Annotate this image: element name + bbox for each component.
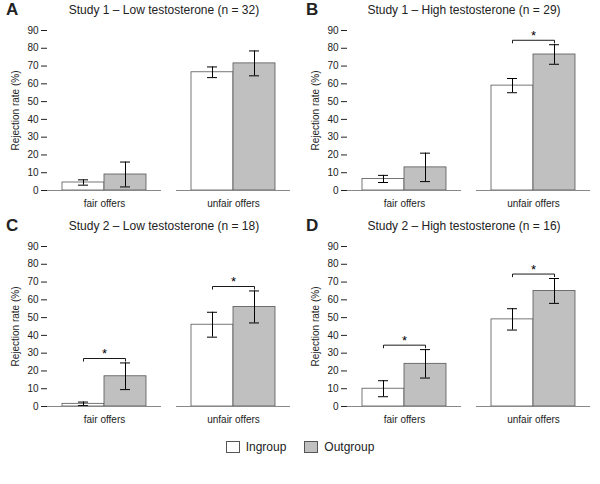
svg-text:*: * <box>102 346 107 361</box>
svg-text:fair offers: fair offers <box>384 198 426 209</box>
svg-text:40: 40 <box>327 330 339 341</box>
svg-text:80: 80 <box>327 42 339 53</box>
svg-text:60: 60 <box>327 78 339 89</box>
svg-text:0: 0 <box>333 185 339 196</box>
svg-text:80: 80 <box>27 42 39 53</box>
svg-text:60: 60 <box>27 294 39 305</box>
svg-text:30: 30 <box>327 131 339 142</box>
svg-text:0: 0 <box>33 401 39 412</box>
svg-text:*: * <box>402 333 407 348</box>
svg-text:60: 60 <box>27 78 39 89</box>
svg-text:Rejection rate (%): Rejection rate (%) <box>310 286 321 366</box>
svg-text:Rejection rate (%): Rejection rate (%) <box>10 70 21 150</box>
svg-text:50: 50 <box>27 96 39 107</box>
svg-text:20: 20 <box>27 149 39 160</box>
svg-text:*: * <box>231 274 236 289</box>
html-text:B: B <box>306 0 319 19</box>
svg-text:Rejection rate (%): Rejection rate (%) <box>10 286 21 366</box>
svg-text:10: 10 <box>27 167 39 178</box>
svg-text:80: 80 <box>27 258 39 269</box>
html-text:Study 1 – High testosterone (n: Study 1 – High testosterone (n = 29) <box>367 3 561 17</box>
svg-text:20: 20 <box>327 149 339 160</box>
svg-text:*: * <box>531 28 536 43</box>
svg-text:30: 30 <box>27 131 39 142</box>
svg-text:unfair offers: unfair offers <box>507 414 560 425</box>
svg-text:10: 10 <box>327 167 339 178</box>
svg-text:70: 70 <box>27 60 39 71</box>
svg-text:70: 70 <box>327 276 339 287</box>
svg-text:30: 30 <box>27 347 39 358</box>
svg-text:fair offers: fair offers <box>384 414 426 425</box>
svg-text:90: 90 <box>327 25 339 36</box>
svg-text:50: 50 <box>327 96 339 107</box>
html-text:Study 1 – Low testosterone (n: Study 1 – Low testosterone (n = 32) <box>68 3 260 17</box>
svg-text:80: 80 <box>327 258 339 269</box>
svg-text:*: * <box>531 262 536 277</box>
svg-text:90: 90 <box>327 241 339 252</box>
svg-text:30: 30 <box>327 347 339 358</box>
svg-text:90: 90 <box>27 241 39 252</box>
svg-text:20: 20 <box>327 365 339 376</box>
svg-text:40: 40 <box>327 114 339 125</box>
svg-text:Rejection rate (%): Rejection rate (%) <box>310 70 321 150</box>
svg-text:40: 40 <box>27 330 39 341</box>
svg-text:10: 10 <box>27 383 39 394</box>
svg-text:90: 90 <box>27 25 39 36</box>
svg-text:unfair offers: unfair offers <box>507 198 560 209</box>
svg-text:unfair offers: unfair offers <box>207 414 260 425</box>
svg-text:0: 0 <box>333 401 339 412</box>
svg-text:fair offers: fair offers <box>84 198 126 209</box>
html-text:Ingroup: Ingroup <box>245 440 287 454</box>
svg-text:70: 70 <box>27 276 39 287</box>
html-text:Study 2 – High testosterone (n: Study 2 – High testosterone (n = 16) <box>367 219 561 233</box>
svg-text:60: 60 <box>327 294 339 305</box>
svg-text:40: 40 <box>27 114 39 125</box>
svg-text:10: 10 <box>327 383 339 394</box>
svg-text:0: 0 <box>33 185 39 196</box>
html-text:A: A <box>6 0 19 19</box>
svg-text:20: 20 <box>27 365 39 376</box>
html-text:Outgroup: Outgroup <box>324 440 375 454</box>
svg-text:unfair offers: unfair offers <box>207 198 260 209</box>
html-text:Study 2 – Low testosterone (n: Study 2 – Low testosterone (n = 18) <box>68 219 260 233</box>
svg-text:50: 50 <box>327 312 339 323</box>
svg-text:50: 50 <box>27 312 39 323</box>
html-text:D: D <box>306 216 319 235</box>
svg-text:fair offers: fair offers <box>84 414 126 425</box>
svg-text:70: 70 <box>327 60 339 71</box>
html-text:C: C <box>6 216 19 235</box>
